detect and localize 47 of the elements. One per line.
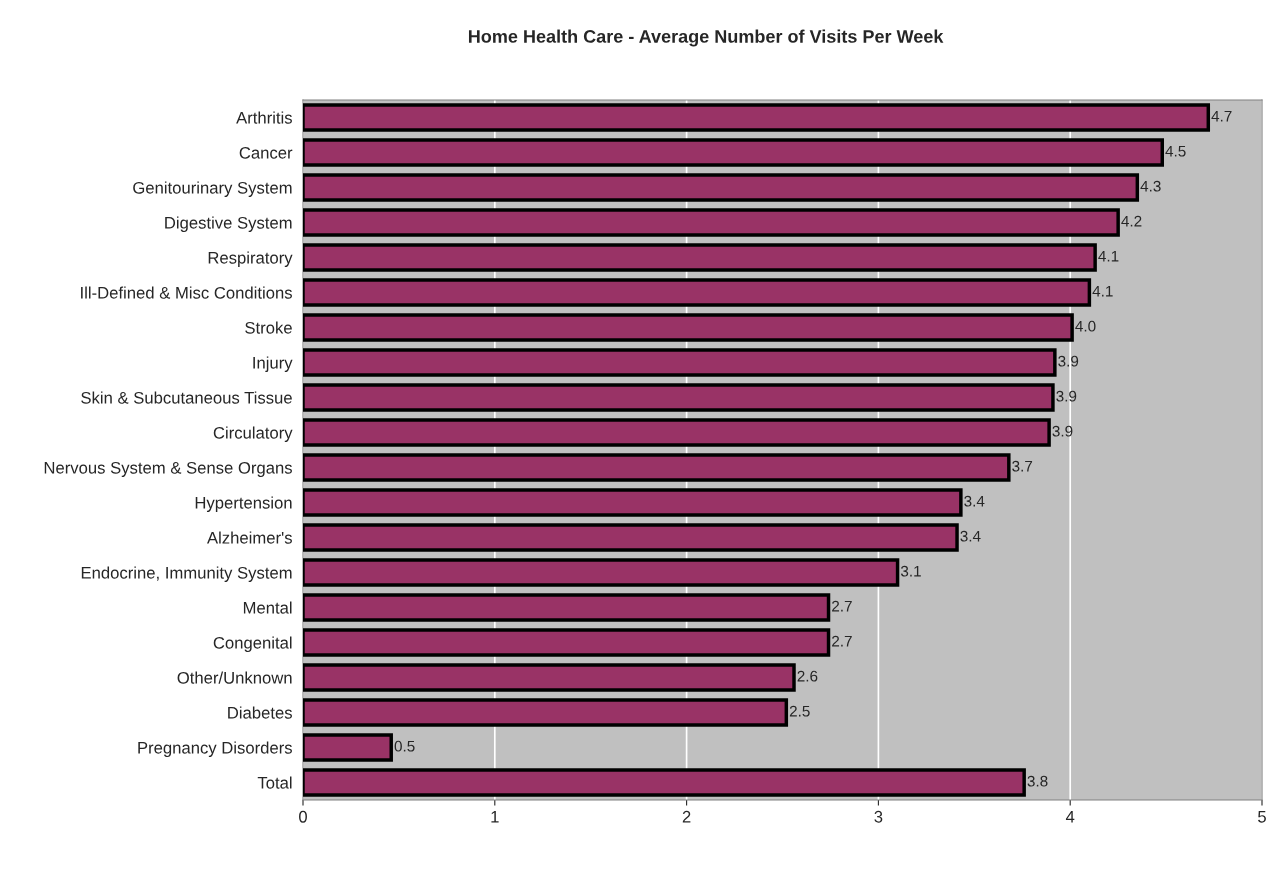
data-label: 4.2 xyxy=(1121,215,1142,227)
data-label: 4.7 xyxy=(1211,110,1232,122)
x-tick-label: 4 xyxy=(1065,811,1075,823)
data-label: 0.5 xyxy=(394,740,415,752)
y-tick-label: Other/Unknown xyxy=(177,671,292,684)
y-tick-label: Diabetes xyxy=(228,706,292,719)
data-label: 3.7 xyxy=(1012,460,1033,472)
data-label: 3.1 xyxy=(900,565,921,577)
y-tick-label: Stroke xyxy=(245,321,292,334)
data-label: 4.1 xyxy=(1092,285,1113,297)
chart-title: Home Health Care - Average Number of Visits Per Week xyxy=(468,29,944,47)
data-label: 4.3 xyxy=(1140,180,1161,192)
y-tick-label: Alzheimer's xyxy=(207,531,292,544)
data-label: 3.8 xyxy=(1027,775,1048,787)
data-label: 2.7 xyxy=(832,635,852,647)
x-tick-label: 3 xyxy=(874,810,883,823)
y-tick-label: Congenital xyxy=(213,636,292,652)
x-tick-label: 2 xyxy=(682,810,691,823)
data-label: 3.4 xyxy=(960,530,981,542)
y-tick-label: Cancer xyxy=(239,146,293,159)
y-tick-label: Arthritis xyxy=(236,111,292,124)
data-label: 4.5 xyxy=(1165,145,1186,157)
y-tick-label: Total xyxy=(257,776,292,789)
y-tick-label: Endocrine, Immunity System xyxy=(81,566,292,582)
data-label: 2.6 xyxy=(797,670,818,682)
y-tick-label: Skin & Subcutaneous Tissue xyxy=(81,391,292,404)
y-tick-label: Respiratory xyxy=(208,251,293,267)
y-tick-label: Injury xyxy=(253,356,293,372)
data-label: 4.1 xyxy=(1098,250,1119,262)
x-tick-label: 1 xyxy=(491,811,499,823)
data-label: 3.9 xyxy=(1052,425,1073,437)
data-label: 4.0 xyxy=(1075,320,1096,332)
y-tick-label: Pregnancy Disorders xyxy=(138,741,292,757)
y-tick-label: Circulatory xyxy=(213,426,293,442)
y-tick-label: Digestive System xyxy=(165,216,292,232)
y-tick-label: Mental xyxy=(243,601,292,614)
data-label: 3.9 xyxy=(1058,355,1079,367)
x-tick-label: 0 xyxy=(299,810,307,823)
y-tick-label: Hypertension xyxy=(195,496,292,512)
y-tick-label: Ill-Defined & Misc Conditions xyxy=(81,286,292,299)
data-label: 3.4 xyxy=(964,495,985,507)
data-label: 2.7 xyxy=(832,600,852,612)
data-label: 2.5 xyxy=(789,705,810,717)
x-tick-label: 5 xyxy=(1258,811,1266,823)
y-tick-label: Genitourinary System xyxy=(133,181,292,197)
data-label: 3.9 xyxy=(1056,390,1077,402)
y-tick-label: Nervous System & Sense Organs xyxy=(44,461,292,477)
